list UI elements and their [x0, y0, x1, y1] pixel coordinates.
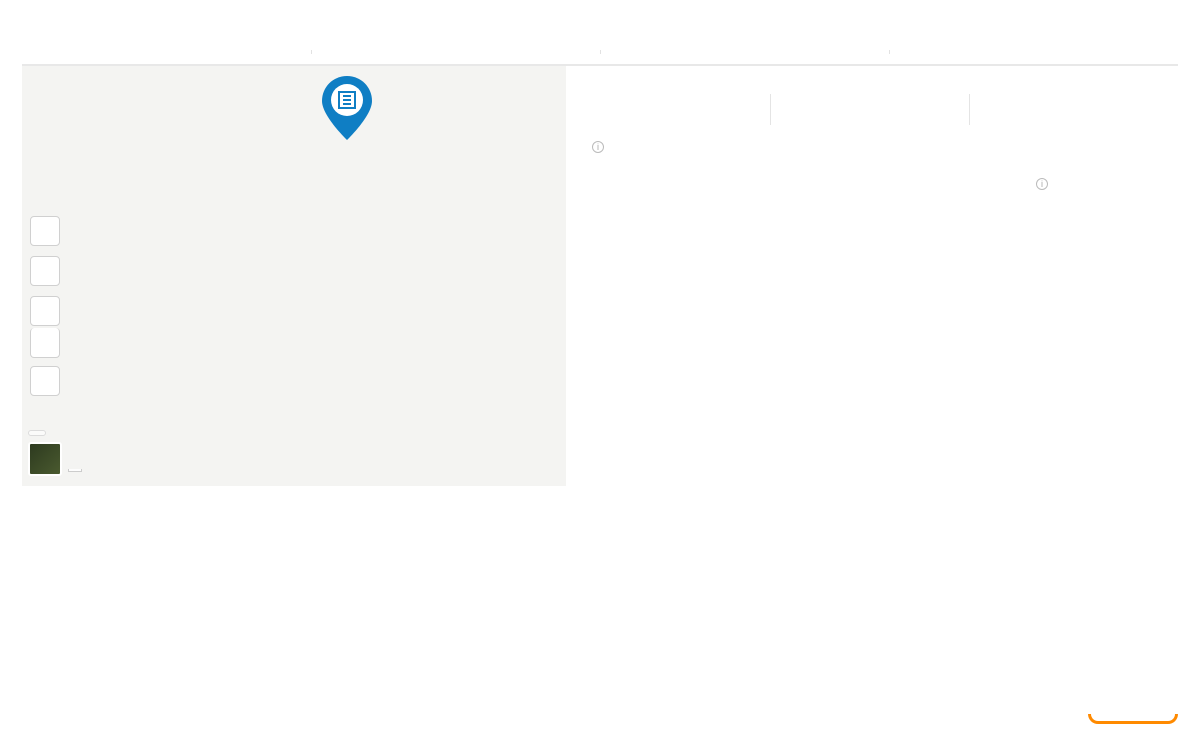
price-col-preis-m2 — [770, 94, 969, 125]
map-pin[interactable] — [322, 76, 372, 140]
info-icon[interactable]: i — [1036, 178, 1048, 190]
tab-immobilien[interactable] — [600, 40, 889, 64]
map-satellite-toggle[interactable] — [28, 442, 62, 476]
map-scale — [68, 469, 82, 472]
map-zoom-out-button[interactable] — [30, 328, 60, 358]
tab-uberblick[interactable] — [22, 40, 311, 64]
confidence-note: i — [588, 141, 1168, 153]
tab-soziookonomie[interactable] — [889, 40, 1178, 64]
development-chart — [588, 185, 1018, 355]
map-rotate-button[interactable] — [30, 366, 60, 396]
price-col-marktpreis — [588, 94, 770, 125]
info-icon[interactable]: i — [592, 141, 604, 153]
check24-logo — [1088, 718, 1178, 724]
map-locate-button[interactable] — [30, 256, 60, 286]
tab-infrastruktur[interactable] — [311, 40, 600, 64]
map-expand-button[interactable] — [30, 216, 60, 246]
price-col-preisspanne — [969, 94, 1168, 125]
map-attribution — [28, 430, 46, 436]
prognose-title: i — [1032, 175, 1168, 190]
map-panel[interactable] — [22, 66, 566, 486]
map-zoom-in-button[interactable] — [30, 296, 60, 326]
